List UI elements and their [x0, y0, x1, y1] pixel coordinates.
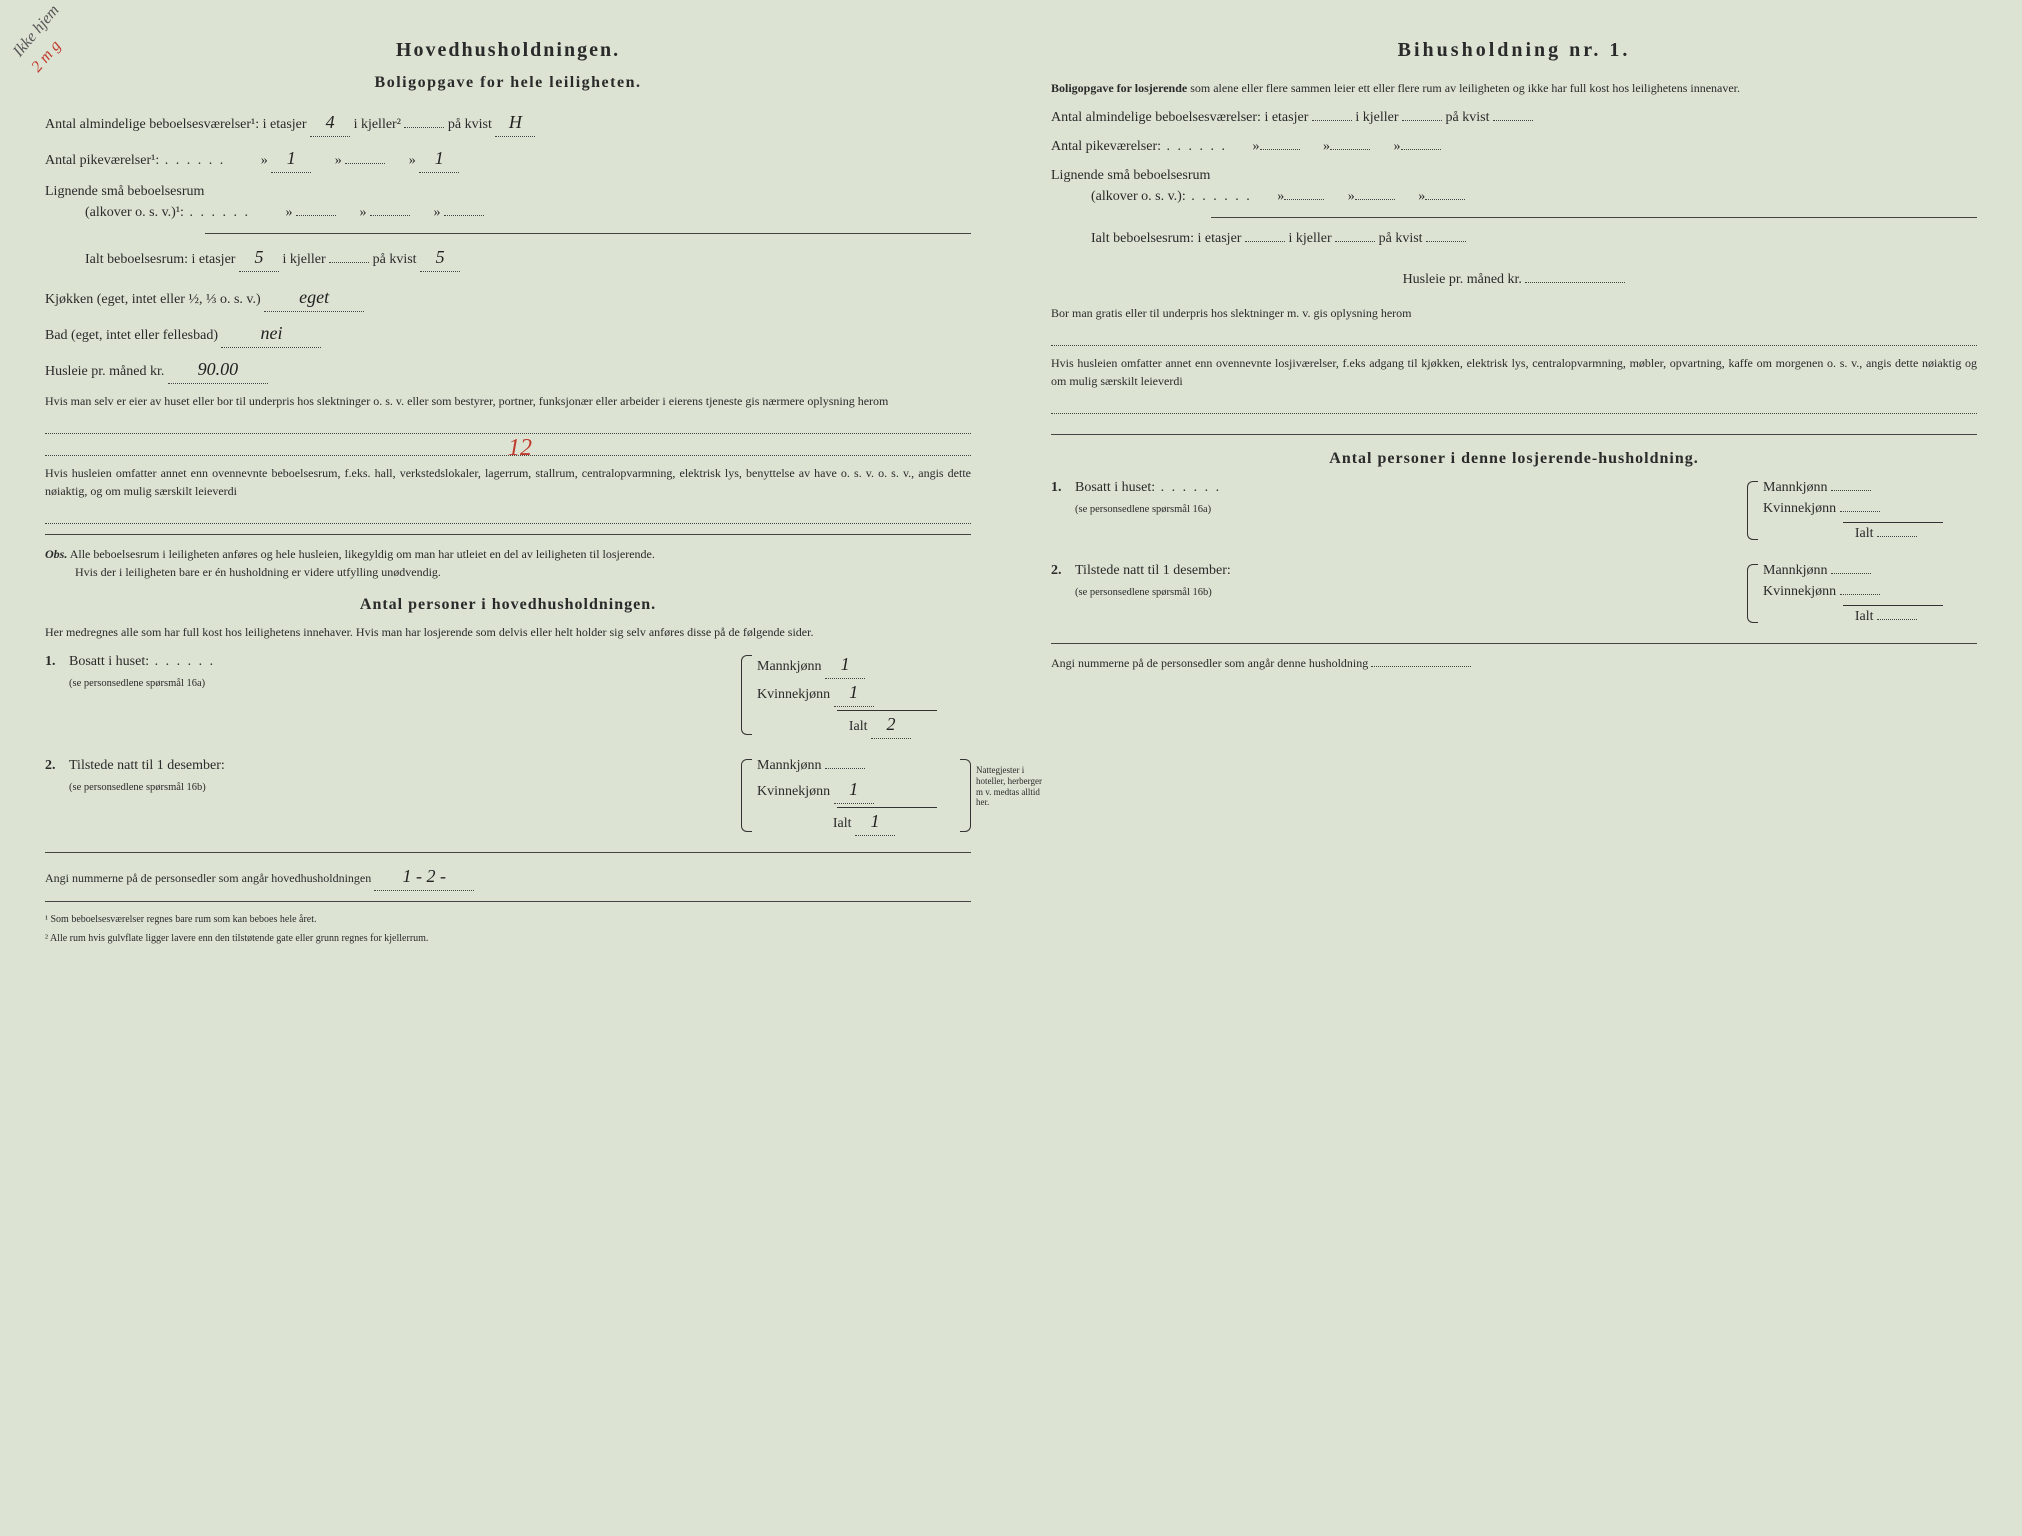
- r-para3: Hvis husleien omfatter annet enn ovennev…: [1051, 354, 1977, 390]
- angi-line: Angi nummerne på de personsedler som ang…: [45, 863, 971, 891]
- rooms-kjeller-value: [404, 127, 444, 128]
- subtitle: Boligopgave for hele leiligheten.: [45, 71, 971, 95]
- footnote-2: ² Alle rum hvis gulvflate ligger lavere …: [45, 931, 971, 946]
- pike-etasjer-value: 1: [271, 145, 311, 173]
- kjokken-value: eget: [264, 284, 364, 312]
- lignende-line: Lignende små beboelsesrum (alkover o. s.…: [45, 181, 971, 223]
- rooms-kvist-value: H: [495, 109, 535, 137]
- bad-value: nei: [221, 320, 321, 348]
- q2-ialt-value: 1: [855, 808, 895, 836]
- r-angi-line: Angi nummerne på de personsedler som ang…: [1051, 654, 1977, 672]
- husleie-line: Husleie pr. måned kr. 90.00: [45, 356, 971, 384]
- ialt-kvist-value: 5: [420, 244, 460, 272]
- question-2: 2. Tilstede natt til 1 desember: (se per…: [45, 755, 971, 836]
- para2: Hvis husleien omfatter annet enn ovennev…: [45, 464, 971, 500]
- para1: Hvis man selv er eier av huset eller bor…: [45, 392, 971, 410]
- q2-kvinne-value: 1: [834, 776, 874, 804]
- question-1: 1. Bosatt i huset: (se personsedlene spø…: [45, 651, 971, 739]
- ialt-etasjer-value: 5: [239, 244, 279, 272]
- kjokken-line: Kjøkken (eget, intet eller ½, ⅓ o. s. v.…: [45, 284, 971, 312]
- r-pike-line: Antal pikeværelser: » » »: [1051, 136, 1977, 157]
- ialt-line: Ialt beboelsesrum: i etasjer 5 i kjeller…: [85, 244, 971, 272]
- husleie-value: 90.00: [168, 356, 268, 384]
- r-husleie-line: Husleie pr. måned kr.: [1051, 269, 1977, 290]
- right-title: Bihusholdning nr. 1.: [1051, 35, 1977, 65]
- r-rooms-line: Antal almindelige beboelsesværelser: i e…: [1051, 107, 1977, 128]
- q1-kvinne-value: 1: [834, 679, 874, 707]
- r-lignende-line: Lignende små beboelsesrum (alkover o. s.…: [1051, 165, 1977, 207]
- bad-line: Bad (eget, intet eller fellesbad) nei: [45, 320, 971, 348]
- right-page: Bihusholdning nr. 1. Boligopgave for los…: [1026, 20, 2002, 961]
- red-annotation: 12: [508, 430, 532, 466]
- main-title: Hovedhusholdningen.: [45, 35, 971, 65]
- margin-annotation: Ikke hjem 2 m g: [8, 0, 84, 78]
- r-antal-title: Antal personer i denne losjerende-hushol…: [1051, 447, 1977, 471]
- r-question-2: 2. Tilstede natt til 1 desember: (se per…: [1051, 560, 1977, 627]
- right-para1: Boligopgave for losjerende som alene ell…: [1051, 79, 1977, 97]
- r-ialt-line: Ialt beboelsesrum: i etasjer i kjeller p…: [1091, 228, 1977, 249]
- rooms-line: Antal almindelige beboelsesværelser¹: i …: [45, 109, 971, 137]
- obs-para: Obs. Alle beboelsesrum i leiligheten anf…: [45, 545, 971, 581]
- angi-value: 1 - 2 -: [374, 863, 474, 891]
- antal-sub: Her medregnes alle som har full kost hos…: [45, 623, 971, 641]
- left-page: Ikke hjem 2 m g Hovedhusholdningen. Boli…: [20, 20, 996, 961]
- pike-kvist-value: 1: [419, 145, 459, 173]
- r-para2: Bor man gratis eller til underpris hos s…: [1051, 304, 1977, 322]
- rooms-etasjer-value: 4: [310, 109, 350, 137]
- antal-title: Antal personer i hovedhusholdningen.: [45, 593, 971, 617]
- q1-mann-value: 1: [825, 651, 865, 679]
- r-question-1: 1. Bosatt i huset: (se personsedlene spø…: [1051, 477, 1977, 544]
- q1-ialt-value: 2: [871, 711, 911, 739]
- pike-line: Antal pikeværelser¹: » 1 » » 1: [45, 145, 971, 173]
- footnote-1: ¹ Som beboelsesværelser regnes bare rum …: [45, 912, 971, 927]
